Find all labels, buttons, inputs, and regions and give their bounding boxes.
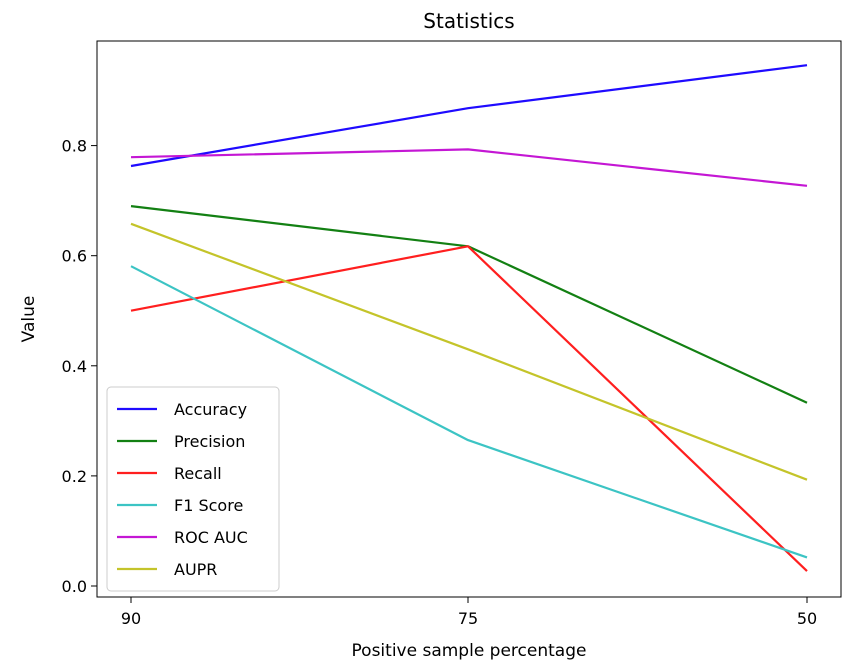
legend-label: Recall (174, 464, 222, 483)
series-line-precision (130, 205, 808, 404)
series-line-recall (130, 245, 808, 572)
y-tick-label: 0.0 (62, 577, 87, 596)
x-axis: 90 75 50 (121, 597, 817, 628)
x-tick-label: 50 (797, 609, 817, 628)
y-tick-label: 0.4 (62, 357, 87, 376)
x-tick-label: 90 (121, 609, 141, 628)
legend: Accuracy Precision Recall F1 Score ROC AUC AU… (106, 386, 280, 592)
plot-frame (96, 40, 842, 598)
x-tick-label: 75 (458, 609, 478, 628)
legend-label: Accuracy (174, 400, 247, 419)
y-tick-label: 0.2 (62, 467, 87, 486)
legend-label: AUPR (174, 560, 217, 579)
chart-title: Statistics (423, 9, 514, 33)
legend-label: F1 Score (174, 496, 243, 515)
legend-label: ROC AUC (174, 528, 248, 547)
series-line-f1-score (130, 265, 808, 559)
legend-label: Precision (174, 432, 245, 451)
legend-box (106, 386, 280, 592)
series-line-roc-auc (130, 148, 808, 187)
series-line-aupr (130, 222, 808, 481)
y-tick-label: 0.8 (62, 137, 87, 156)
y-axis-label: Value (19, 296, 39, 343)
series-line-accuracy (130, 64, 808, 168)
y-tick-label: 0.6 (62, 247, 87, 266)
x-axis-label: Positive sample percentage (352, 641, 587, 661)
y-axis: 0.0 0.2 0.4 0.6 0.8 (62, 137, 97, 596)
plot-lines (130, 64, 808, 572)
